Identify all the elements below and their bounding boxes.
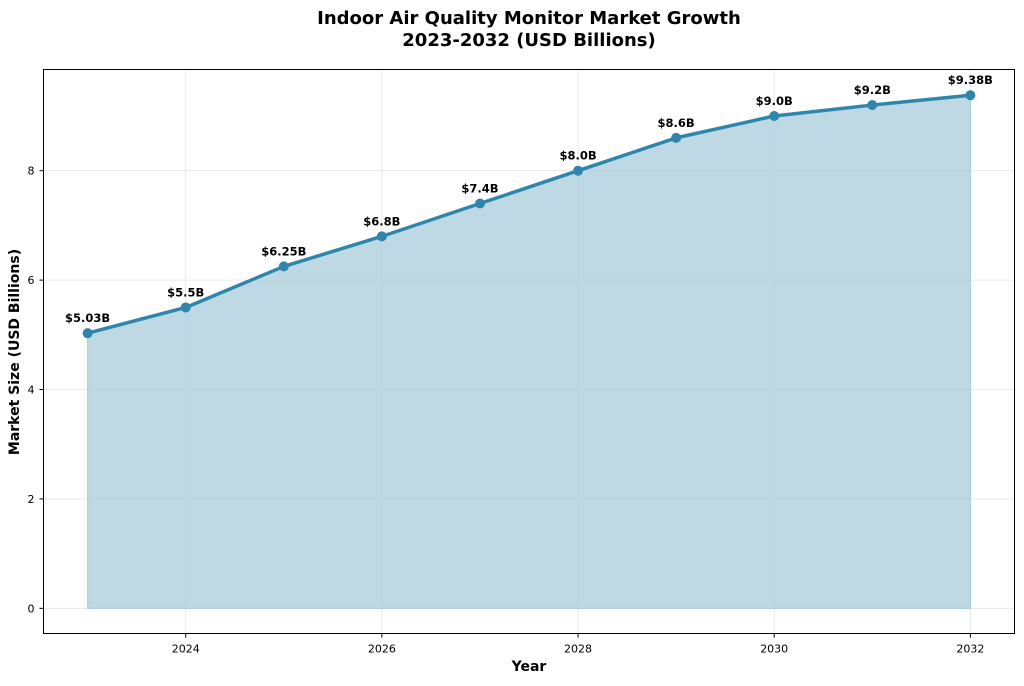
y-tick-label: 8 [28, 165, 35, 178]
chart-subtitle: 2023-2032 (USD Billions) [402, 30, 655, 51]
x-tick-label: 2024 [172, 643, 200, 656]
area-fill [87, 94, 971, 609]
data-point [278, 261, 289, 272]
data-label: $8.6B [658, 116, 695, 130]
data-label: $8.0B [559, 149, 596, 163]
data-label: $9.38B [948, 73, 993, 87]
data-label: $6.25B [261, 244, 306, 258]
y-axis: 0 2 4 6 8 [28, 165, 44, 615]
data-label: $6.8B [363, 214, 400, 228]
data-point [573, 165, 584, 176]
data-point [180, 302, 191, 313]
data-label: $5.5B [167, 285, 204, 299]
x-axis: 2024 2026 2028 2030 2032 [172, 633, 984, 656]
series-line [87, 93, 971, 335]
data-point [82, 328, 93, 339]
data-point [867, 100, 878, 111]
data-point [671, 132, 682, 143]
x-tick-label: 2028 [564, 643, 592, 656]
x-axis-label: Year [511, 659, 547, 675]
chart-title: Indoor Air Quality Monitor Market Growth [317, 8, 741, 29]
y-axis-label: Market Size (USD Billions) [7, 249, 23, 455]
y-tick-label: 4 [28, 384, 35, 397]
y-tick-label: 6 [28, 274, 35, 287]
data-label: $5.03B [65, 311, 110, 325]
data-label: $9.2B [854, 83, 891, 97]
plot-frame [43, 69, 1015, 634]
x-tick-label: 2032 [956, 643, 984, 656]
data-point [474, 198, 485, 209]
area-fill-group [87, 94, 971, 609]
data-marks: $5.03B $5.5B $6.25B $6.8B $7.4B $8.0B $8.6B $9.… [65, 73, 993, 339]
y-tick-label: 2 [28, 493, 35, 506]
data-label: $9.0B [756, 94, 793, 108]
x-tick-label: 2026 [368, 643, 396, 656]
data-point [769, 110, 780, 121]
data-label: $7.4B [461, 182, 498, 196]
y-tick-label: 0 [28, 602, 35, 615]
data-point [376, 231, 387, 242]
x-tick-label: 2030 [760, 643, 788, 656]
data-point [965, 90, 976, 101]
